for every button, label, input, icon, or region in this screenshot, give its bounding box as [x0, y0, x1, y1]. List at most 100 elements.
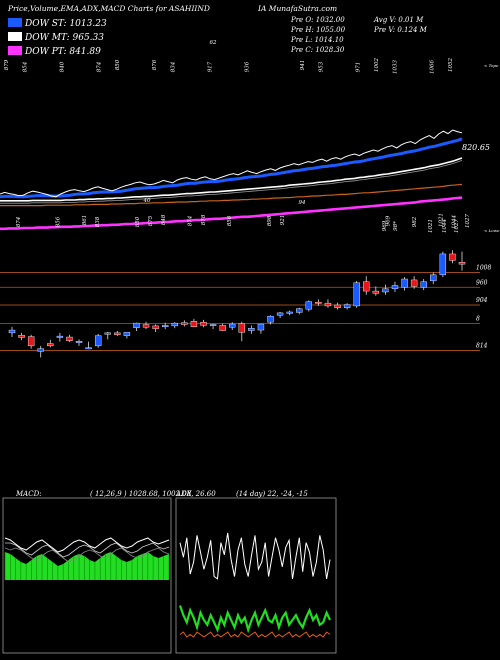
candle	[267, 315, 274, 325]
candle-body	[200, 321, 207, 326]
candle	[27, 334, 35, 349]
ema-top-number: 1033	[393, 60, 399, 74]
candle-body	[190, 321, 198, 328]
candle	[401, 277, 408, 291]
candle	[296, 307, 303, 315]
ema-top-number: 917	[208, 61, 214, 72]
candle	[343, 303, 351, 310]
ema-bottom-number: 856	[227, 215, 233, 226]
candle-body	[161, 325, 169, 328]
ema-series-dow_pt	[0, 196, 463, 231]
ema-bottom-number: 875	[148, 215, 154, 226]
macd-histogram	[5, 552, 169, 580]
ema-top-number: 941	[300, 60, 306, 71]
ema-top-number: 1002	[374, 58, 380, 72]
candle	[372, 286, 380, 296]
adx-line-shadow	[179, 532, 331, 580]
adx-plus-di-line	[178, 605, 331, 634]
ema-bottom-number: 838	[95, 216, 101, 227]
adx-label: ADX	[176, 490, 192, 498]
ema-series-dow_lt	[0, 183, 463, 207]
candle-body	[458, 262, 466, 265]
candle-body	[85, 347, 92, 350]
candle-body	[439, 253, 447, 276]
candle-body	[430, 274, 437, 282]
ema-series-dow_st	[0, 137, 463, 199]
candle	[123, 332, 131, 339]
macd-label: MACD:	[16, 490, 42, 498]
ema-marker-number: 40	[143, 198, 151, 204]
chart-header-line1: Price,Volume,EMA,ADX,MACD Charts for ASA…	[8, 4, 210, 13]
candle-body	[75, 341, 83, 343]
candle-body	[296, 308, 303, 313]
candle-body	[267, 315, 274, 323]
ema-bottom-number: 848	[161, 214, 167, 225]
candle-top-number: 1027	[454, 219, 460, 233]
candle	[286, 310, 293, 316]
ema-bottom-number: 861	[82, 215, 88, 226]
candle	[353, 280, 360, 308]
candle-body	[47, 343, 54, 347]
price-tick-label: 904	[476, 297, 488, 304]
ema-top-number: 936	[245, 61, 251, 72]
candle-body	[324, 302, 332, 307]
candle-top-number: 1021	[428, 219, 434, 233]
candle-body	[343, 304, 351, 308]
ema-top-number: 840	[60, 61, 66, 72]
macd-params: ( 12,26,9 ) 1028.68, 1002.08, 26.60	[90, 490, 216, 498]
quote-close: Pre C: 1028.30	[291, 46, 345, 54]
candle-body	[391, 285, 399, 289]
ema-bottom-number: 982	[412, 216, 418, 227]
candle	[75, 339, 83, 346]
candle-body	[171, 322, 178, 327]
candle	[439, 251, 447, 278]
candle	[161, 322, 169, 330]
candle-body	[238, 323, 245, 333]
candle	[391, 281, 399, 292]
candle	[47, 339, 54, 348]
ema-top-number: 854	[23, 61, 29, 72]
candle-body	[114, 332, 121, 335]
candle-body	[276, 312, 284, 316]
ema-top-number: 1066	[430, 60, 436, 74]
candle-body	[353, 282, 360, 307]
candle-body	[8, 329, 16, 334]
macd-line	[4, 537, 170, 553]
ema-bottom-number: 969	[386, 215, 392, 226]
ema-top-number: 850	[115, 59, 121, 70]
candle	[104, 331, 111, 340]
chart-header-line2: IA MunafaSutra.com	[258, 4, 338, 13]
price-tick-label: 8	[476, 316, 480, 323]
ema-marker-number: 94	[299, 200, 306, 206]
candle-body	[133, 322, 140, 328]
candle-body	[449, 253, 456, 261]
candle-body	[420, 281, 427, 288]
price-tick-label: 814	[476, 343, 488, 350]
macd-signal-line-2	[4, 547, 170, 563]
candle	[458, 251, 466, 271]
candle	[238, 321, 245, 342]
candle-top-number: 1044	[442, 219, 448, 233]
candle-body	[181, 322, 188, 325]
quote-avg-volume: Avg V: 0.01 M	[374, 16, 424, 24]
candle-body	[382, 288, 389, 293]
candle	[142, 321, 150, 330]
ema-top-number: 1052	[448, 58, 454, 72]
candle-body	[209, 324, 217, 326]
candle	[133, 322, 140, 331]
candle-body	[219, 325, 226, 331]
candle-body	[66, 336, 73, 341]
legend-swatch-pt	[8, 46, 22, 55]
candle	[420, 279, 427, 291]
ema-bottom-number: 878	[201, 214, 207, 225]
candle	[18, 332, 25, 341]
quote-low: Pre L: 1014.10	[291, 36, 344, 44]
candle-body	[334, 304, 341, 308]
ema-top-marker: < Tope	[484, 63, 499, 68]
candle	[171, 322, 178, 329]
ema-top-number: 953	[319, 61, 325, 72]
quote-pre-volume: Pre V: 0.124 M	[374, 26, 427, 34]
candle	[219, 323, 226, 331]
adx-params: (14 day) 22, -24, -15	[236, 490, 308, 498]
